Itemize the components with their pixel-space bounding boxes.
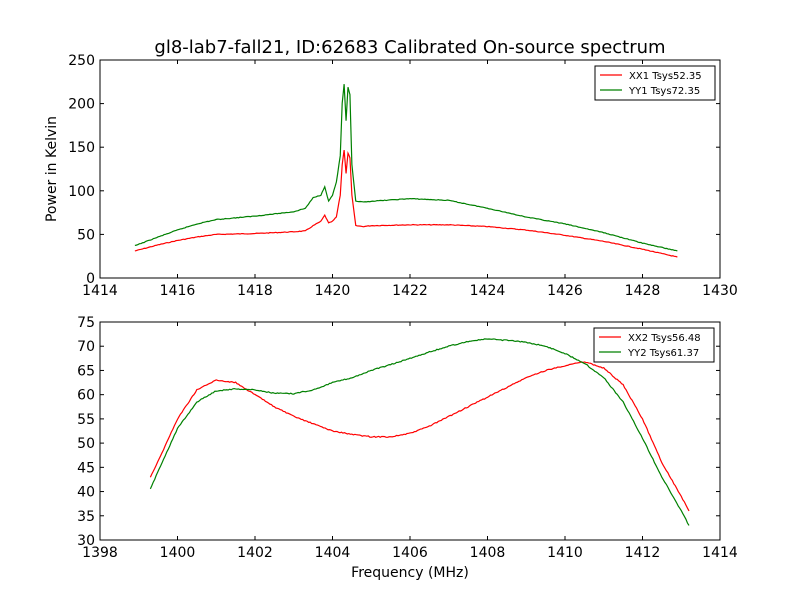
x-axis-label: Frequency (MHz) — [351, 565, 469, 581]
x-tick-label: 1402 — [237, 545, 273, 561]
x-tick-label: 1420 — [315, 283, 351, 299]
legend-box — [593, 327, 715, 363]
y-tick-label: 250 — [68, 53, 95, 69]
bottom-plot: 1398 1400 1402 1404 1406 1408 1410 1412 1414 30 35… — [77, 315, 738, 561]
y-tick-label: 35 — [77, 509, 95, 525]
x-tick-label: 1416 — [160, 283, 196, 299]
legend-entry: XX1 Tsys52.35 — [629, 71, 702, 82]
series-line-xx1 — [134, 150, 678, 258]
y-tick-label: 200 — [68, 97, 95, 113]
chart-title: gl8-lab7-fall21, ID:62683 Calibrated On-… — [154, 37, 665, 58]
y-tick-label: 70 — [77, 339, 95, 355]
x-tick-label: 1400 — [160, 545, 196, 561]
x-tick-label: 1424 — [470, 283, 506, 299]
y-tick-label: 0 — [86, 271, 95, 287]
legend-entry: YY2 Tsys61.37 — [627, 348, 699, 359]
legend-entry: XX2 Tsys56.48 — [628, 333, 701, 344]
x-tick-label: 1412 — [625, 545, 661, 561]
legend-entry: YY1 Tsys72.35 — [628, 86, 700, 97]
x-tick-label: 1408 — [470, 545, 506, 561]
y-tick-label: 150 — [68, 140, 95, 156]
y-tick-label: 55 — [77, 412, 95, 428]
y-tick-label: 50 — [77, 436, 95, 452]
x-tick-label: 1418 — [237, 283, 273, 299]
y-tick-label: 60 — [77, 388, 95, 404]
x-tick-label: 1422 — [392, 283, 428, 299]
legend: XX1 Tsys52.35 YY1 Tsys72.35 — [594, 65, 716, 101]
y-axis-label: Power in Kelvin — [44, 116, 60, 222]
y-tick-label: 40 — [77, 485, 95, 501]
x-tick-label: 1414 — [82, 283, 118, 299]
y-tick-label: 65 — [77, 363, 95, 379]
y-tick-label: 100 — [68, 184, 95, 200]
y-tick-label: 75 — [77, 315, 95, 331]
x-tick-label: 1406 — [392, 545, 428, 561]
series-line-yy2 — [149, 338, 690, 526]
x-tick-label: 1428 — [625, 283, 661, 299]
x-tick-label: 1410 — [547, 545, 583, 561]
x-tick-label: 1398 — [82, 545, 118, 561]
x-tick-label: 1404 — [315, 545, 351, 561]
legend-box — [594, 65, 716, 101]
series-line-yy1 — [134, 84, 678, 252]
top-plot: 1414 1416 1418 1420 1422 1424 1426 1428 1430 0 50 1… — [68, 53, 738, 299]
y-tick-label: 50 — [77, 227, 95, 243]
legend: XX2 Tsys56.48 YY2 Tsys61.37 — [593, 327, 715, 363]
series-line-xx2 — [149, 361, 690, 512]
x-tick-label: 1430 — [702, 283, 738, 299]
y-tick-label: 30 — [77, 533, 95, 549]
y-tick-label: 45 — [77, 460, 95, 476]
x-tick-label: 1414 — [702, 545, 738, 561]
x-tick-label: 1426 — [547, 283, 583, 299]
